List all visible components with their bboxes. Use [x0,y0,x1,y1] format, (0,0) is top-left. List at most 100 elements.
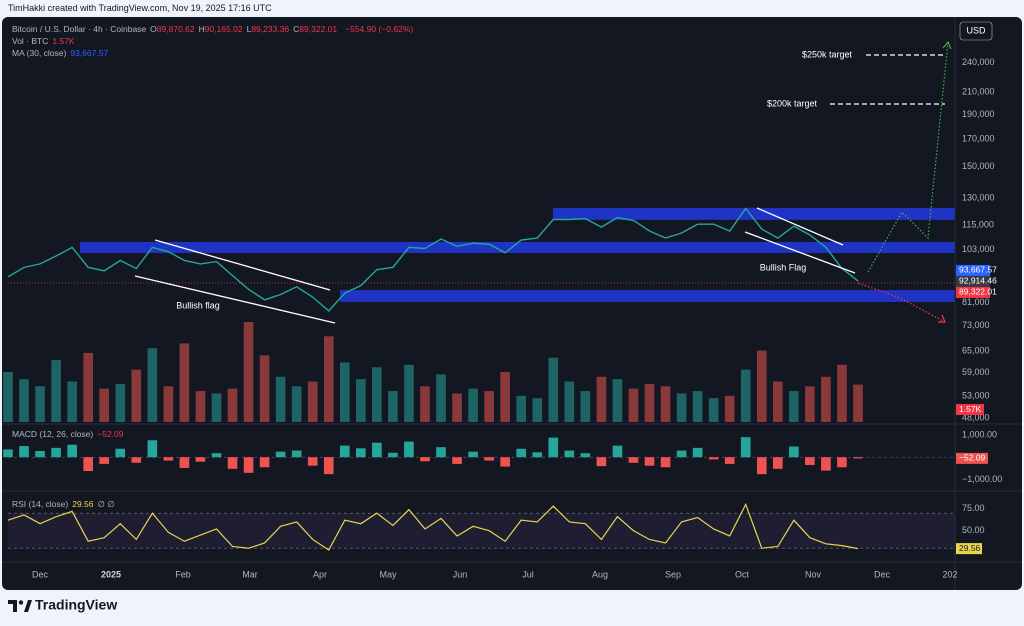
volume-badge-label: 1.57K [959,404,982,414]
flag-line [154,239,331,291]
macd-bar [740,437,751,458]
ma-legend: MA (30, close) 93,667.57 [12,48,112,58]
zone [340,290,955,302]
macd-bar [821,457,831,471]
rsi-extra: ∅ ∅ [97,499,115,509]
macd-bar [516,448,527,458]
volume-bar [692,391,703,422]
macd-bar [83,457,93,472]
y-tick-label: 150,000 [962,161,995,171]
volume-bar [516,395,527,422]
macd-bar [388,452,398,458]
y-tick-label: 65,000 [962,345,990,355]
volume-bar [740,369,751,422]
macd-bar [548,437,559,458]
macd-bar [259,457,270,468]
volume-bar [179,343,190,422]
volume-bar [372,367,382,422]
y-tick-label: 50.00 [962,525,985,535]
volume-bar [853,384,863,422]
ohlc-value: 89,322.01 [299,24,338,34]
macd-bar [115,448,126,458]
volume-bar [51,360,61,422]
macd-bar [805,457,815,466]
y-tick-label: −1,000.00 [962,474,1002,484]
volume-bar [436,374,446,422]
price-badge-label: 89,322.01 [959,287,997,297]
macd-bar [323,457,334,475]
volume-bar [147,348,158,422]
macd-bar [211,453,222,458]
volume-bar [195,391,206,422]
y-tick-label: 81,000 [962,297,990,307]
macd-legend: MACD (12, 26, close) −52.09 [12,429,128,439]
volume-bar [291,386,302,422]
x-tick-label: Jun [453,569,468,579]
macd-bar [19,446,29,458]
y-tick-label: 210,000 [962,87,995,97]
volume-bar [163,386,174,422]
volume-bar [259,355,270,422]
drawings: Bullish flag Bullish Flag $250k target $… [134,40,952,324]
price-badge [956,275,990,287]
ohlc-key: L [246,24,252,34]
volume-bar [789,391,799,422]
volume-bar [596,376,607,422]
macd-bar [436,447,446,458]
macd-badge [956,452,988,464]
x-tick-label: Feb [175,569,191,579]
macd-bar [676,450,687,458]
x-tick-label: 2025 [101,569,121,579]
macd-bar [789,446,799,458]
y-tick-label: 190,000 [962,109,995,119]
volume-bar [837,364,847,422]
volume-bar [660,386,671,422]
ma-title: MA (30, close) [12,48,67,58]
x-tick-label: Aug [592,569,608,579]
macd-bar [612,445,623,458]
rsi-title: RSI (14, close) [12,499,69,509]
brand-logo [8,600,32,612]
volume-bar [388,391,398,422]
macd-bar [708,457,719,460]
volume-bar [211,393,222,422]
x-tick-label: Dec [32,569,49,579]
y-tick-label: 48,000 [962,412,990,422]
macd-bar [564,450,575,458]
macd-bar [837,457,847,468]
macd-bar [147,440,158,458]
volume-bar [131,369,142,422]
volume-bar [3,372,13,422]
volume-bar [756,350,767,422]
ohlc: O89,870.62 H90,165.02 L89,233.36 C89,322.01 [150,24,341,34]
volume-bar [323,336,334,422]
x-tick-label: Mar [242,569,258,579]
rsi-value: 29.56 [72,499,94,509]
price-line [7,207,859,312]
volume-bar [227,388,238,422]
volume-bar [275,376,286,422]
bull-projection [867,41,949,273]
currency-button[interactable] [959,21,993,41]
currency[interactable]: USD [966,25,986,35]
volume-bar [452,393,462,422]
volume-bar [19,379,29,422]
macd-bar [356,448,366,458]
annotation: $200k target [767,98,818,108]
macd-bar [773,457,783,469]
ohlc-value: 90,165.02 [204,24,243,34]
ohlc-value: 89,233.36 [251,24,290,34]
volume-bar [773,381,783,422]
volume-bar [612,379,623,422]
y-tick-label: 240,000 [962,57,995,67]
volume-bar [307,381,318,422]
macd-bar [99,457,110,464]
x-tick-label: May [379,569,397,579]
macd-bar [243,457,254,473]
arrow-head [938,314,946,323]
ohlc-value: 89,870.62 [156,24,195,34]
macd-bar [51,447,61,458]
zone [80,241,955,253]
macd-bar [660,457,671,468]
